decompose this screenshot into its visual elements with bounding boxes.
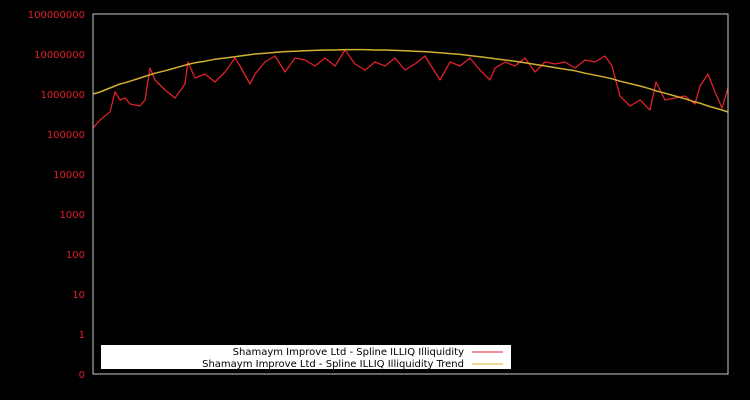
legend-label-trend: Shamaym Improve Ltd - Spline ILLIQ Illiq… <box>202 359 464 370</box>
series-line-illiquidity <box>92 49 729 129</box>
legend-label-illiquidity: Shamaym Improve Ltd - Spline ILLIQ Illiq… <box>233 347 464 358</box>
legend: Shamaym Improve Ltd - Spline ILLIQ Illiq… <box>101 345 511 370</box>
y-tick-label: 1000000 <box>40 90 85 101</box>
y-tick-label: 100 <box>66 250 85 261</box>
y-tick-label: 10 <box>72 290 85 301</box>
y-tick-label: 100000000 <box>28 10 85 21</box>
y-tick-label: 10000 <box>53 170 85 181</box>
y-tick-label: 10000000 <box>34 50 85 61</box>
series-line-trend <box>92 48 729 113</box>
y-axis-ticks: 1000000001000000010000001000001000010001… <box>28 10 85 381</box>
y-tick-label: 100000 <box>47 130 85 141</box>
y-tick-label: 1000 <box>60 210 85 221</box>
plot-frame <box>92 13 729 375</box>
y-tick-label: 0 <box>79 370 85 381</box>
y-tick-label: 1 <box>79 330 85 341</box>
legend-box <box>101 345 511 369</box>
plot-area <box>92 48 729 129</box>
